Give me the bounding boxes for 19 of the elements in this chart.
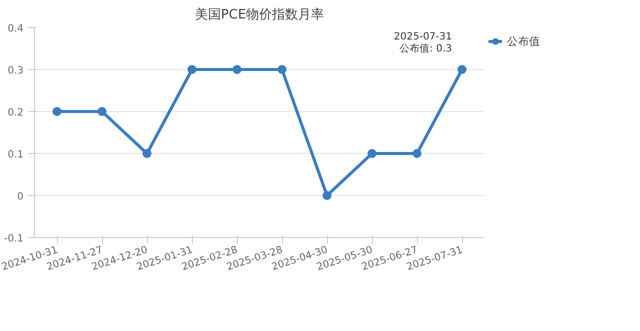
point	[278, 65, 286, 74]
point	[98, 107, 106, 116]
point	[368, 149, 376, 158]
legend-label: 公布值	[507, 34, 540, 48]
point	[458, 65, 466, 74]
point	[142, 149, 152, 158]
y-tick-label: 0.3	[8, 66, 24, 76]
chart-title: 美国PCE物价指数月率	[194, 6, 324, 22]
point	[412, 149, 422, 158]
point	[188, 65, 196, 74]
point	[52, 107, 62, 116]
point	[232, 65, 242, 74]
y-tick-label: 0.4	[8, 24, 24, 34]
point	[322, 191, 332, 200]
y-tick-label: 0	[17, 192, 24, 202]
y-tick-label: 0.1	[8, 150, 24, 160]
y-tick-label: 0.2	[8, 108, 24, 118]
annotation: 2025-07-31 公布值: 0.3	[394, 32, 452, 54]
y-tick-label: -0.1	[4, 234, 24, 244]
